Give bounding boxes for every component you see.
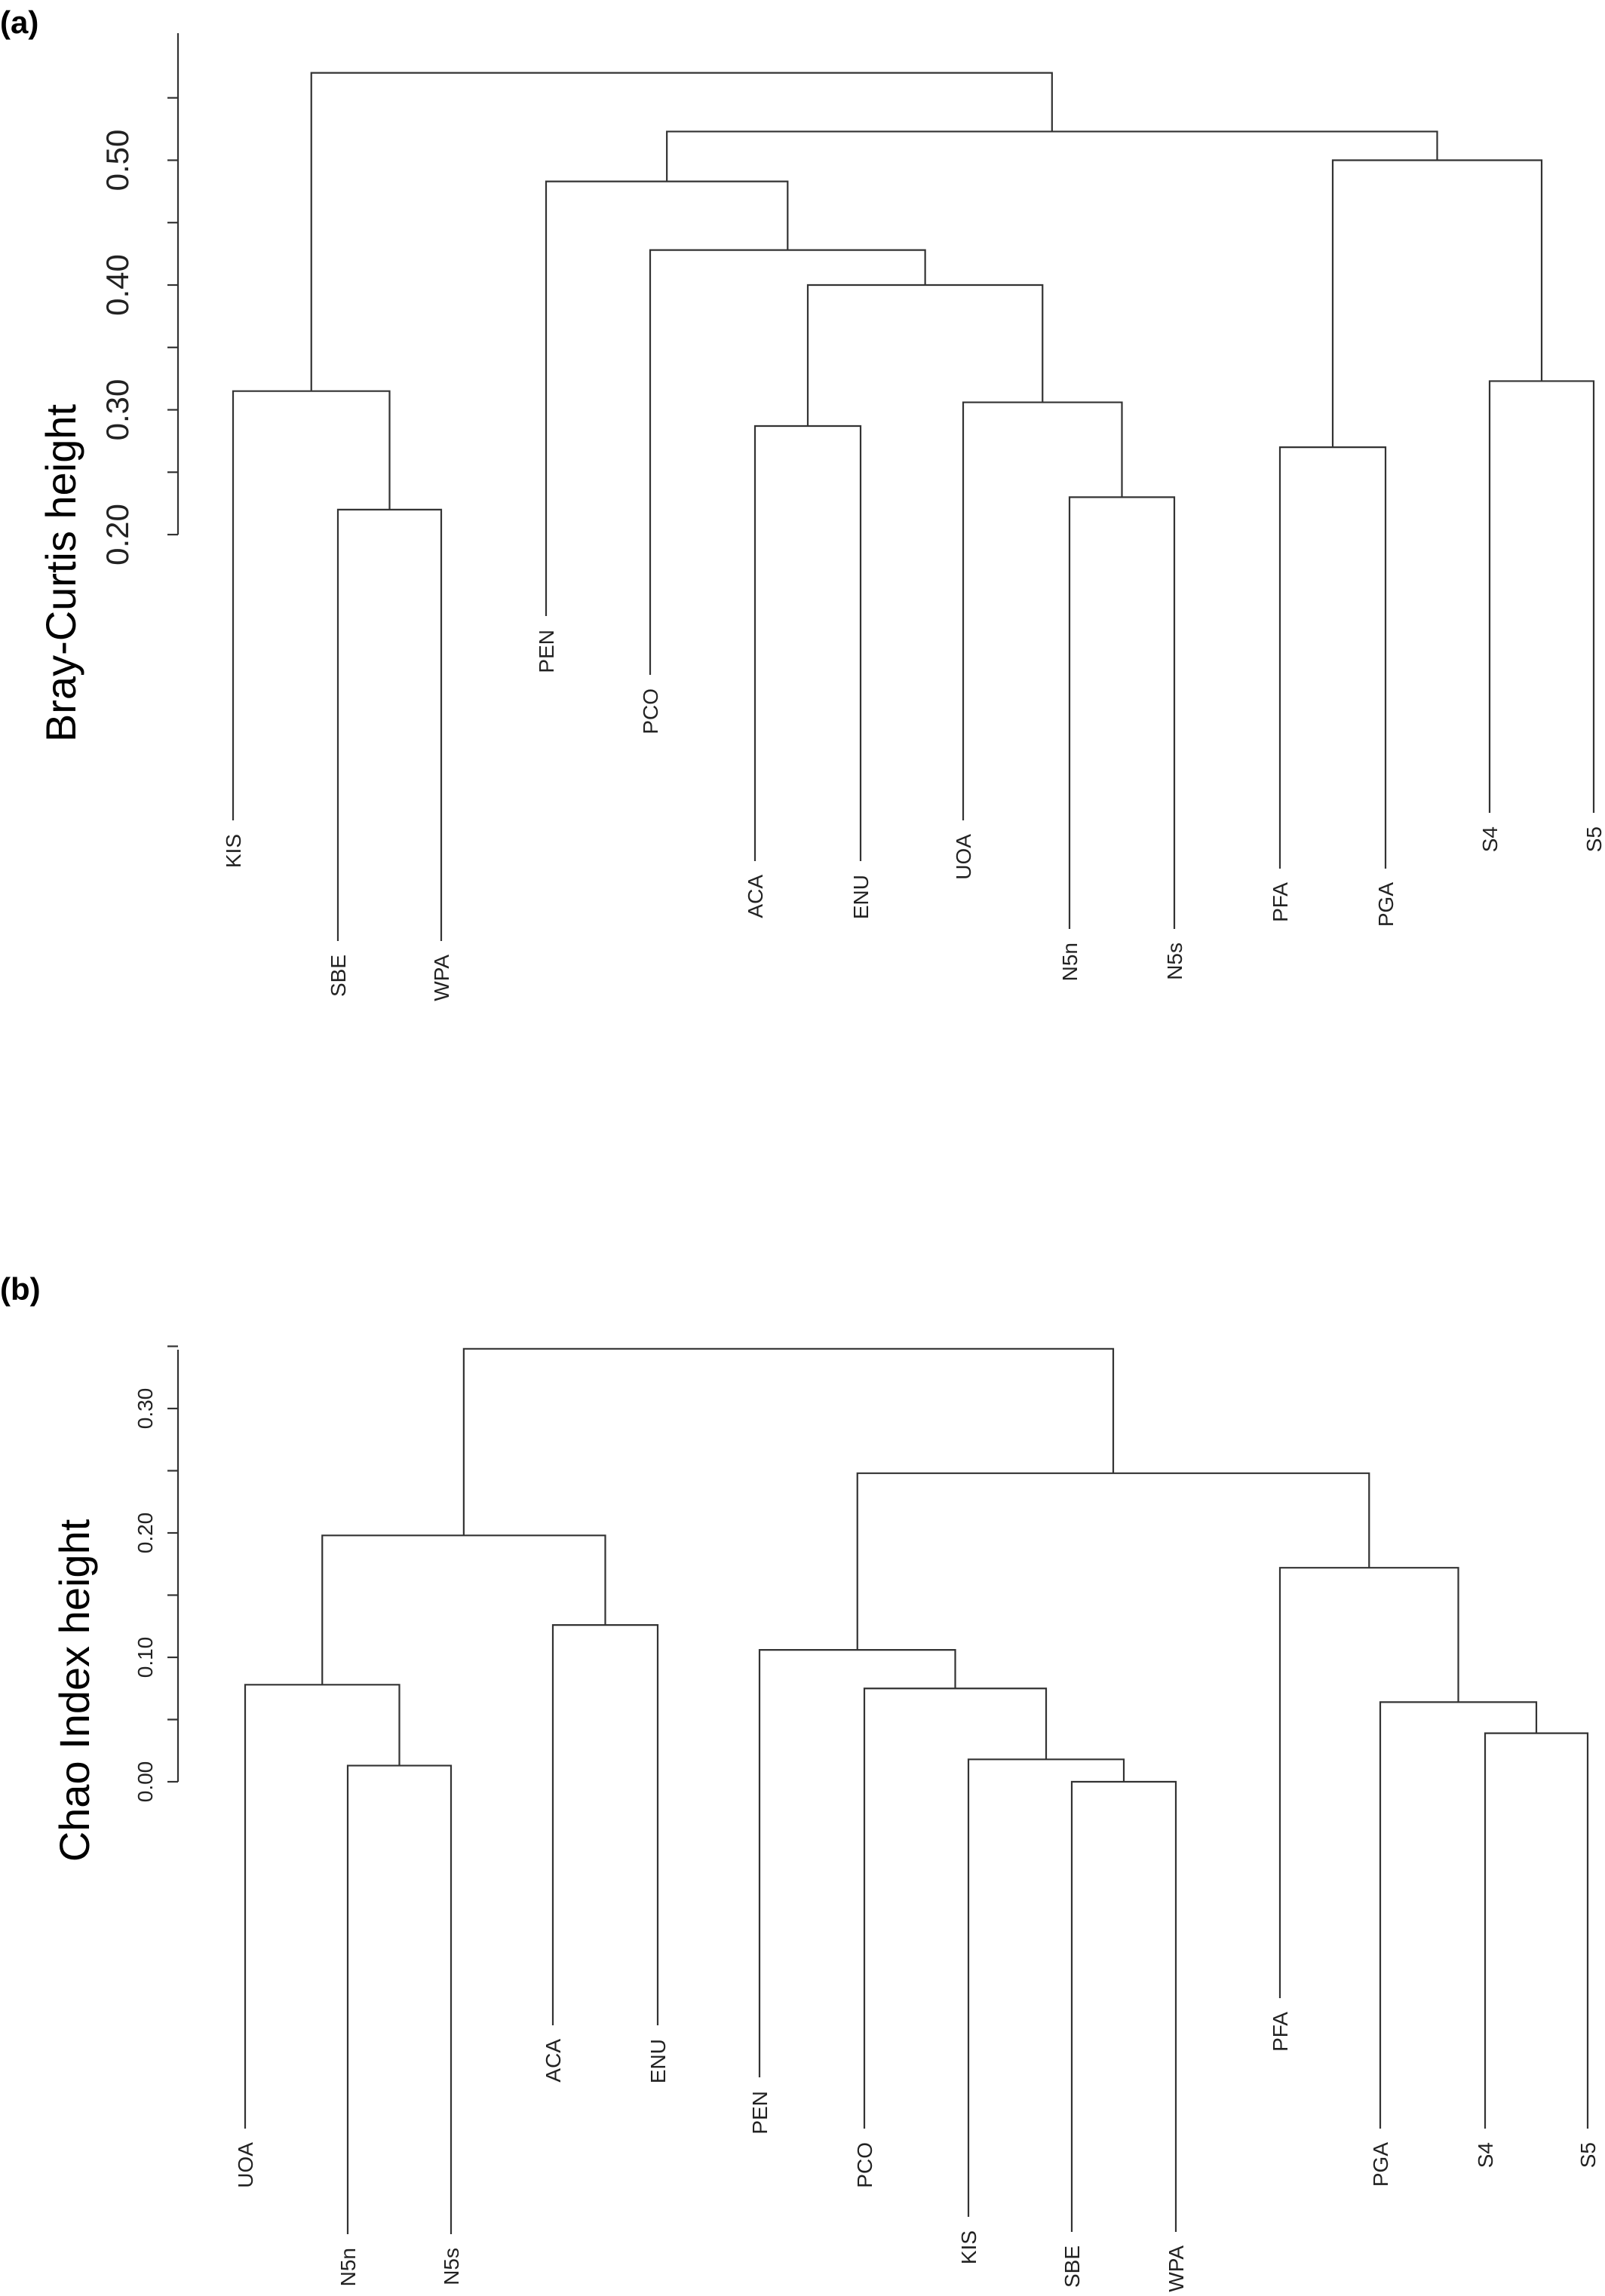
dendrogram-branch xyxy=(649,249,926,675)
y-tick-label: 0.10 xyxy=(133,1637,157,1678)
dendrogram-branch xyxy=(758,1649,956,2077)
panel-a-dendrogram: (a) Bray-Curtis height 0.200.300.400.50 … xyxy=(0,5,1605,1001)
dendrogram-branch xyxy=(462,1347,1115,1536)
leaf-label-pco: PCO xyxy=(639,688,662,734)
panel-b-label: (b) xyxy=(0,1271,41,1307)
dendrogram-branch xyxy=(232,390,391,820)
panel-a-branches xyxy=(232,72,1595,941)
dendrogram-branch xyxy=(1379,1701,1538,2129)
leaf-label-pco: PCO xyxy=(853,2142,876,2188)
y-tick-label: 0.40 xyxy=(100,254,135,316)
panel-b-y-axis-title: Chao Index height xyxy=(51,1519,98,1862)
panel-b-y-axis: 0.00 0.10 0.20 0.30 xyxy=(133,1345,180,1803)
dendrogram-branch xyxy=(753,425,862,861)
panel-b-branches xyxy=(244,1347,1589,2234)
leaf-label-n5s: N5s xyxy=(1163,943,1186,980)
dendrogram-branch xyxy=(545,180,789,616)
dendrogram-branch xyxy=(336,508,443,941)
dendrogram-branch xyxy=(1278,446,1387,869)
leaf-label-pen: PEN xyxy=(748,2091,772,2135)
panel-a-y-axis: 0.20 0.30 0.40 0.50 xyxy=(100,33,180,566)
leaf-label-n5n: N5n xyxy=(336,2248,360,2286)
dendrogram-branch xyxy=(1070,1780,1177,2232)
y-tick-label: 0.20 xyxy=(100,504,135,566)
leaf-label-kis: KIS xyxy=(957,2230,980,2264)
dendrogram-branch xyxy=(1484,1732,1589,2129)
panel-b-dendrogram: (b) Chao Index height 0.00 0.10 0.20 0.30 U… xyxy=(0,1271,1600,2292)
dendrogram-branch xyxy=(346,1764,453,2234)
leaf-label-n5s: N5s xyxy=(440,2248,463,2285)
y-tick-label: 0.50 xyxy=(100,130,135,192)
leaf-label-pfa: PFA xyxy=(1269,2012,1292,2052)
leaf-label-enu: ENU xyxy=(849,875,873,919)
dendrogram-branch xyxy=(244,1684,400,2129)
leaf-label-s4: S4 xyxy=(1474,2142,1497,2168)
panel-a-y-axis-title: Bray-Curtis height xyxy=(37,403,84,742)
dendrogram-branch xyxy=(310,72,1053,391)
leaf-label-s5: S5 xyxy=(1576,2142,1600,2168)
dendrogram-branch xyxy=(666,130,1438,182)
dendrogram-branch xyxy=(1488,380,1595,813)
leaf-label-enu: ENU xyxy=(646,2039,670,2083)
dendrogram-branch xyxy=(321,1534,606,1685)
y-tick-label: 0.00 xyxy=(133,1761,157,1803)
dendrogram-branch xyxy=(806,284,1044,427)
leaf-label-pfa: PFA xyxy=(1269,882,1292,922)
leaf-label-aca: ACA xyxy=(744,875,767,918)
leaf-label-pga: PGA xyxy=(1374,882,1398,927)
leaf-label-s5: S5 xyxy=(1582,826,1605,852)
panel-a-leaf-labels: KIS SBE WPA PEN PCO ACA ENU UOA N5n N5s PFA PGA S4 S5 xyxy=(222,630,1605,1001)
leaf-label-wpa: WPA xyxy=(430,955,453,1001)
leaf-label-kis: KIS xyxy=(222,834,245,868)
dendrogram-branch xyxy=(1331,159,1543,448)
dendrogram-branch xyxy=(856,1472,1370,1651)
leaf-label-n5n: N5n xyxy=(1058,943,1082,981)
y-tick-label: 0.30 xyxy=(133,1388,157,1430)
leaf-label-pen: PEN xyxy=(535,630,558,673)
dendrogram-branch xyxy=(863,1688,1048,2129)
dendrogram-branch xyxy=(551,1624,659,2025)
leaf-label-aca: ACA xyxy=(542,2039,565,2083)
leaf-label-wpa: WPA xyxy=(1165,2245,1188,2292)
y-tick-label: 0.20 xyxy=(133,1513,157,1554)
dendrogram-branch xyxy=(962,401,1123,820)
leaf-label-sbe: SBE xyxy=(327,955,350,997)
panel-b-leaf-labels: UOA N5n N5s ACA ENU PEN PCO KIS SBE WPA PFA PGA S4 S5 xyxy=(234,2012,1600,2292)
y-tick-label: 0.30 xyxy=(100,379,135,441)
leaf-label-pga: PGA xyxy=(1369,2142,1392,2187)
dendrogram-branch xyxy=(1278,1567,1459,1998)
leaf-label-uoa: UOA xyxy=(952,834,975,880)
dendrogram-branch xyxy=(967,1758,1125,2217)
leaf-label-uoa: UOA xyxy=(234,2142,257,2188)
dendrogram-branch xyxy=(1068,496,1176,929)
leaf-label-sbe: SBE xyxy=(1060,2245,1084,2288)
leaf-label-s4: S4 xyxy=(1478,826,1502,852)
panel-a-label: (a) xyxy=(0,5,38,40)
